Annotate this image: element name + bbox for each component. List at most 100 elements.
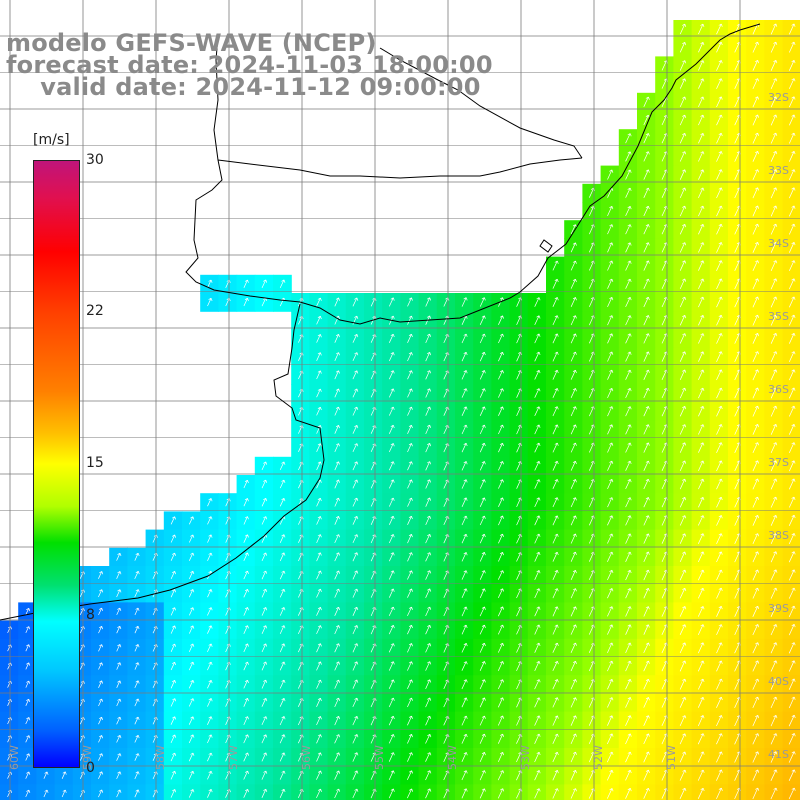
wind-cell	[418, 566, 438, 585]
wind-cell	[163, 675, 183, 694]
wind-arrow-head	[481, 588, 486, 592]
wind-cell	[327, 547, 347, 567]
wind-cell	[655, 329, 674, 349]
wind-arrow	[570, 570, 576, 581]
wind-cell	[145, 620, 165, 640]
wind-arrow	[697, 515, 704, 526]
wind-cell	[455, 748, 474, 767]
wind-cell	[709, 183, 729, 203]
model-title: modelo GEFS-WAVE (NCEP)	[6, 29, 377, 57]
wind-arrow-head	[481, 679, 486, 683]
wind-arrow-head	[554, 369, 559, 374]
wind-cell	[182, 675, 201, 694]
wind-arrow	[243, 607, 248, 616]
wind-cell	[655, 347, 674, 367]
wind-cell	[291, 748, 310, 767]
wind-arrow	[588, 351, 595, 362]
wind-arrow	[679, 733, 686, 745]
wind-cell	[509, 547, 529, 567]
wind-cell	[673, 729, 693, 749]
wind-arrow-head	[263, 279, 268, 283]
wind-arrow	[734, 751, 740, 763]
wind-arrow-head	[718, 533, 723, 537]
wind-arrow-head	[263, 697, 268, 702]
wind-arrow-head	[627, 460, 632, 465]
wind-cell	[764, 183, 784, 203]
wind-cell	[582, 638, 602, 658]
wind-arrow	[261, 570, 267, 580]
wind-arrow-head	[609, 260, 614, 264]
wind-arrow	[716, 424, 722, 435]
wind-arrow	[697, 769, 704, 781]
wind-arrow-head	[645, 606, 650, 610]
wind-cell	[436, 620, 456, 640]
wind-arrow	[443, 770, 449, 781]
wind-arrow	[534, 315, 540, 326]
wind-arrow	[788, 424, 795, 435]
wind-cell	[345, 584, 365, 603]
wind-arrow-head	[645, 533, 650, 537]
wind-cell	[455, 729, 474, 749]
wind-cell	[473, 384, 492, 403]
wind-cell	[546, 620, 565, 640]
wind-arrow-head	[409, 770, 414, 774]
wind-arrow	[697, 715, 704, 727]
wind-cell	[637, 147, 656, 167]
wind-arrow	[770, 41, 777, 53]
wind-arrow	[734, 424, 740, 435]
wind-arrow-head	[700, 260, 705, 264]
wind-arrow	[370, 443, 376, 453]
wind-cell	[746, 584, 765, 603]
wind-arrow-head	[554, 624, 559, 628]
wind-arrow	[334, 625, 340, 635]
wind-arrow-head	[281, 752, 286, 756]
wind-arrow-head	[682, 369, 687, 373]
wind-arrow	[752, 606, 759, 617]
wind-arrow	[625, 733, 631, 745]
wind-arrow-head	[718, 696, 723, 701]
wind-arrow-head	[245, 788, 250, 793]
wind-cell	[91, 566, 110, 585]
wind-arrow	[479, 424, 485, 435]
wind-cell	[291, 511, 310, 531]
wind-arrow	[298, 407, 303, 416]
wind-arrow-head	[791, 787, 796, 791]
wind-arrow	[279, 698, 285, 707]
wind-cell	[163, 584, 183, 603]
wind-arrow	[316, 334, 321, 343]
wind-arrow-head	[354, 643, 359, 647]
wind-cell	[655, 420, 674, 440]
wind-arrow-head	[627, 224, 632, 228]
wind-arrow	[370, 552, 376, 562]
wind-cell	[509, 329, 529, 349]
wind-arrow	[479, 570, 485, 580]
wind-arrow	[570, 461, 576, 471]
wind-arrow	[425, 534, 431, 544]
wind-arrow	[788, 624, 795, 636]
wind-arrow-head	[572, 606, 577, 610]
wind-cell	[436, 493, 456, 512]
wind-arrow	[716, 715, 722, 727]
wind-cell	[546, 365, 565, 385]
wind-arrow	[734, 333, 740, 344]
wind-arrow	[370, 297, 376, 307]
wind-cell	[218, 675, 238, 694]
wind-arrow-head	[718, 715, 723, 719]
wind-cell	[473, 566, 492, 585]
wind-cell	[309, 566, 329, 585]
wind-arrow-head	[408, 497, 413, 501]
wind-cell	[145, 675, 165, 694]
wind-cell	[746, 384, 765, 403]
wind-arrow	[388, 679, 394, 689]
wind-arrow-head	[481, 479, 486, 483]
wind-cell	[655, 202, 674, 221]
wind-arrow	[643, 479, 649, 490]
wind-arrow	[661, 751, 668, 763]
wind-arrow-head	[354, 443, 359, 447]
wind-arrow-head	[609, 733, 614, 737]
wind-cell	[764, 384, 784, 403]
wind-arrow	[734, 787, 740, 800]
wind-arrow-head	[791, 132, 796, 137]
wind-arrow	[407, 479, 412, 489]
wind-cell	[564, 511, 583, 531]
